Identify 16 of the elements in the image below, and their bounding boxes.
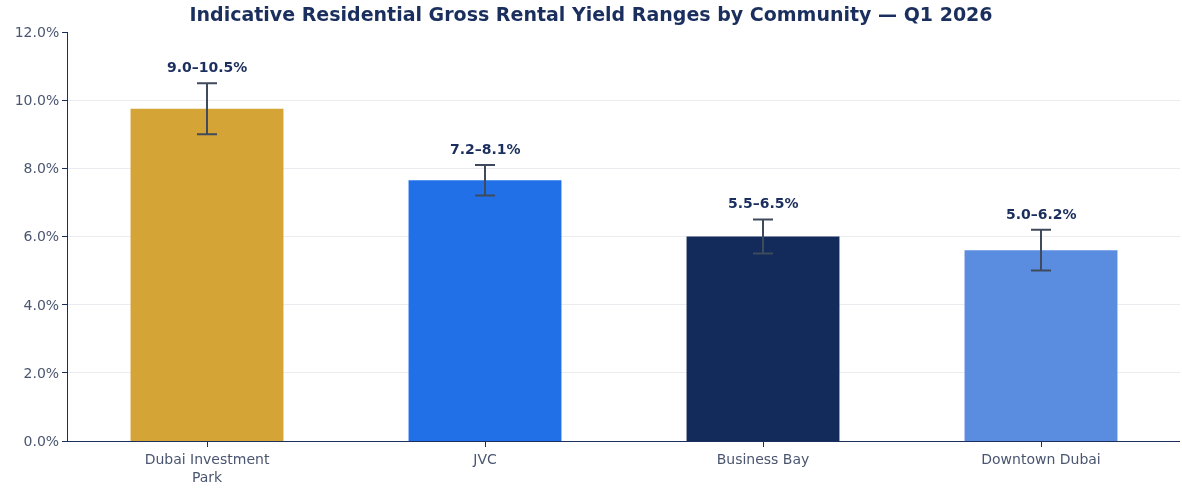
x-tick-label: Downtown Dubai xyxy=(981,450,1101,467)
y-tick-label: 2.0% xyxy=(23,364,60,381)
x-tick-label: Dubai Investment Park xyxy=(144,450,270,485)
y-tick-label: 8.0% xyxy=(23,160,60,177)
y-tick-label: 12.0% xyxy=(14,23,60,40)
annotation: 5.0–6.2% xyxy=(1006,206,1077,222)
y-tick-label: 6.0% xyxy=(23,228,60,245)
chart-title: Indicative Residential Gross Rental Yield Ranges by Community — Q1 2026 xyxy=(189,2,993,25)
y-tick-label: 4.0% xyxy=(23,296,60,313)
y-tick-label: 0.0% xyxy=(23,432,60,449)
y-tick-label: 10.0% xyxy=(14,92,60,109)
x-tick-label: Business Bay xyxy=(716,450,810,467)
annotation: 7.2–8.1% xyxy=(450,141,521,157)
annotation: 9.0–10.5% xyxy=(167,59,248,75)
x-tick-label: JVC xyxy=(472,450,497,467)
annotation: 5.5–6.5% xyxy=(728,195,799,211)
